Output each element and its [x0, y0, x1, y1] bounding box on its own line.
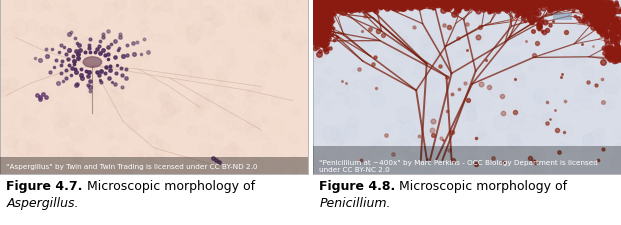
Text: Aspergillus.: Aspergillus.: [6, 196, 79, 209]
Circle shape: [83, 58, 102, 68]
Bar: [553, 14, 572, 21]
Text: Microscopic morphology of: Microscopic morphology of: [396, 179, 568, 192]
Text: Figure 4.7.: Figure 4.7.: [6, 179, 83, 192]
Bar: [0, 157, 308, 174]
Bar: [313, 146, 621, 174]
Text: Microscopic morphology of: Microscopic morphology of: [83, 179, 255, 192]
Text: "Penicillium at ~400x" by Marc Perkins - OCC Biology Department is licensed
unde: "Penicillium at ~400x" by Marc Perkins -…: [319, 160, 598, 173]
Text: "Aspergillus" by Twin and Twin Trading is licensed under CC BY-ND 2.0: "Aspergillus" by Twin and Twin Trading i…: [6, 163, 258, 169]
Text: Figure 4.8.: Figure 4.8.: [319, 179, 396, 192]
Text: Penicillium.: Penicillium.: [319, 196, 391, 209]
